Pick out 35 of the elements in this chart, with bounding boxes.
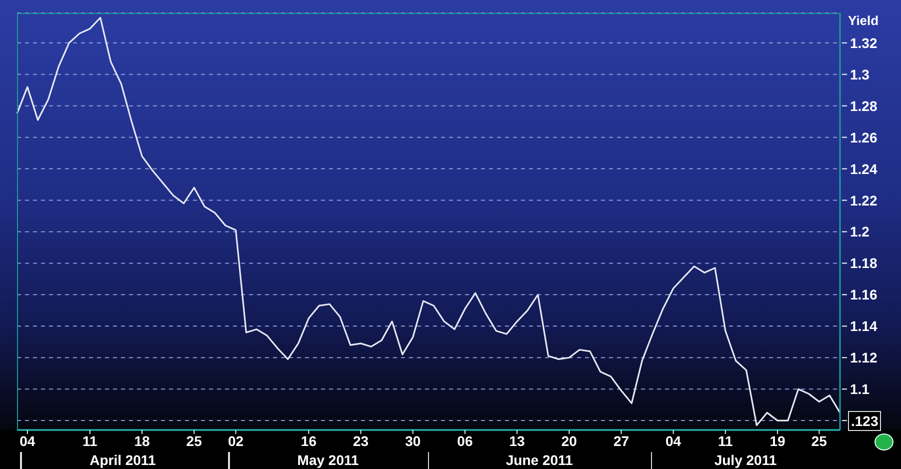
x-tick-label: 27 [613, 433, 630, 449]
x-tick-label: 06 [457, 433, 473, 449]
x-tick-label: 13 [509, 433, 526, 449]
x-tick-label: 02 [228, 433, 244, 449]
text: .123 [848, 410, 882, 431]
y-tick-label: 1.1 [850, 381, 870, 398]
x-tick-label: 18 [134, 433, 150, 449]
x-tick-label: 04 [20, 433, 36, 449]
y-tick-label: 1.2 [850, 224, 870, 240]
x-tick-label: 20 [561, 433, 578, 449]
y-tick-label: 1.3 [850, 66, 870, 82]
x-tick-label: 25 [811, 433, 828, 449]
y-tick-label: 1.14 [850, 318, 878, 334]
x-tick-label: 04 [666, 433, 682, 449]
line-series [16, 16, 841, 426]
y-tick-label: 1.32 [850, 34, 878, 51]
x-tick-label: 30 [405, 433, 421, 449]
y-tick-label: 1.16 [850, 286, 878, 303]
y-tick-label: 1.18 [850, 255, 878, 272]
text: May 2011 [296, 452, 360, 468]
x-tick-label: 23 [352, 433, 369, 449]
x-tick-label: 16 [300, 433, 317, 449]
y-tick-label: 1.26 [850, 129, 878, 146]
y-tick-label: 1.22 [850, 192, 878, 208]
x-tick-label: 25 [186, 433, 202, 449]
y-tick-label: 1.24 [850, 160, 878, 177]
x-tick-label: 19 [770, 433, 786, 449]
text: July 2011 [713, 452, 778, 468]
x-tick-label: 11 [82, 433, 98, 449]
y-tick-label: 1.12 [850, 350, 878, 366]
text: April 2011 [88, 452, 157, 468]
y-axis-title: Yield [848, 13, 879, 28]
text: June 2011 [504, 452, 574, 468]
x-tick-label: 11 [718, 433, 734, 449]
y-tick-label: 1.28 [850, 98, 878, 114]
